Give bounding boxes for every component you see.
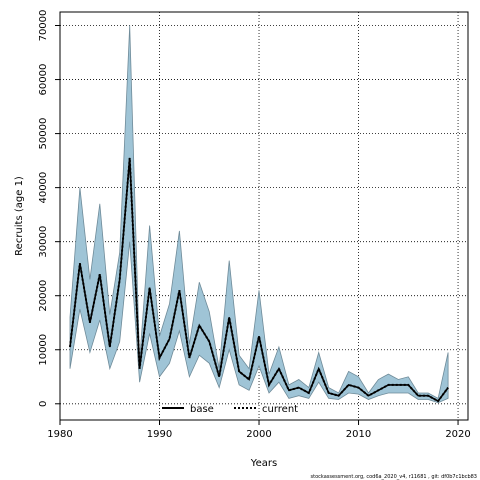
y-axis: 0 10000 20000 30000 40000 50000 60000 70000 (38, 10, 60, 407)
x-tick-label: 1990 (147, 429, 172, 440)
y-tick-label: 70000 (38, 10, 49, 42)
y-tick-label: 60000 (38, 64, 49, 96)
legend-label-base: base (190, 404, 214, 415)
legend-label-current: current (262, 404, 298, 415)
series-line-current (69, 157, 449, 403)
y-tick-label: 20000 (38, 280, 49, 312)
y-tick-label: 0 (38, 401, 49, 407)
x-tick-label: 2010 (346, 429, 371, 440)
y-tick-label: 30000 (38, 226, 49, 258)
footer-note: stockassessment.org, cod6a_2020_v4, r116… (311, 474, 477, 480)
x-tick-label: 2000 (246, 429, 271, 440)
x-tick-label: 1980 (47, 429, 72, 440)
y-tick-label: 50000 (38, 118, 49, 150)
y-tick-label: 10000 (38, 334, 49, 366)
y-tick-label: 40000 (38, 172, 49, 204)
x-axis-title: Years (250, 458, 277, 469)
y-axis-title: Recruits (age 1) (14, 176, 25, 256)
legend: base current (162, 404, 298, 415)
x-tick-label: 2020 (445, 429, 470, 440)
plot-frame (59, 11, 469, 421)
confidence-band (69, 25, 449, 404)
x-axis: 1980 1990 2000 2010 2020 (47, 420, 471, 440)
